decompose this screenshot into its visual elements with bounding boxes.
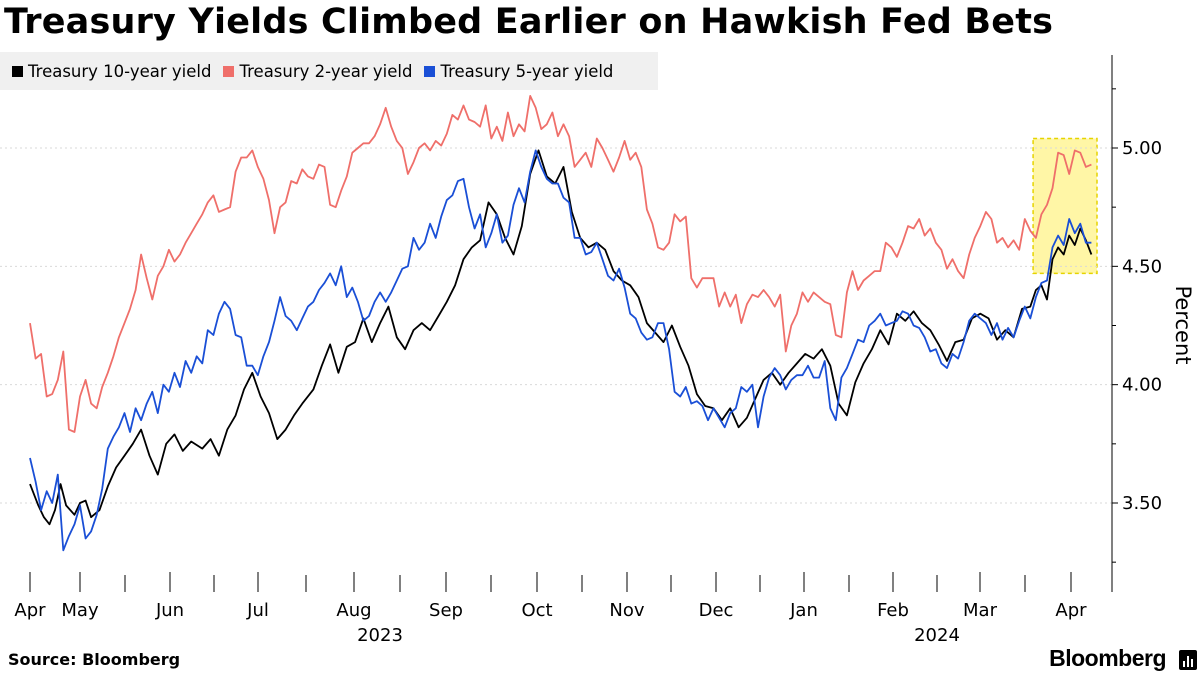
- x-tick-label: Dec: [699, 600, 734, 621]
- legend: Treasury 10-year yield Treasury 2-year y…: [0, 52, 658, 90]
- legend-item-5y: Treasury 5-year yield: [424, 62, 613, 81]
- legend-label-10y: Treasury 10-year yield: [28, 61, 212, 81]
- x-tick-label: Nov: [609, 600, 644, 621]
- series-layer: [29, 95, 1093, 552]
- legend-swatch-5y: [424, 65, 436, 77]
- x-tick-label: Jun: [155, 600, 184, 621]
- legend-item-2y: Treasury 2-year yield: [223, 62, 412, 81]
- axis-layer: 3.50 4.00 4.50 5.00 Percent Apr May Jun Jul Aug Se…: [14, 55, 1195, 646]
- legend-swatch-10y: [12, 65, 23, 77]
- legend-label-5y: Treasury 5-year yield: [440, 61, 614, 81]
- series-line-10y: [29, 149, 1093, 526]
- x-year-label: 2023: [357, 625, 403, 646]
- y-tick-label: 4.50: [1122, 256, 1162, 277]
- legend-item-10y: Treasury 10-year yield: [12, 62, 211, 81]
- x-tick-label: Jul: [246, 600, 269, 621]
- y-tick-label: 3.50: [1122, 493, 1162, 514]
- x-tick-label: Aug: [336, 600, 371, 621]
- chart-title: Treasury Yields Climbed Earlier on Hawki…: [4, 2, 1054, 42]
- grid-layer: [0, 147, 1112, 504]
- x-tick-label: Oct: [521, 600, 552, 621]
- x-tick-label: Mar: [963, 600, 998, 621]
- series-line-2y: [29, 95, 1092, 433]
- y-tick-label: 4.00: [1122, 375, 1162, 396]
- x-year-label: 2024: [914, 625, 960, 646]
- brand-wordmark: Bloomberg: [1049, 645, 1166, 671]
- x-tick-label: Apr: [1055, 600, 1087, 621]
- legend-label-2y: Treasury 2-year yield: [239, 61, 413, 81]
- y-tick-label: 5.00: [1122, 138, 1162, 159]
- bloomberg-logo-icon: [1179, 650, 1197, 670]
- x-tick-label: Jan: [789, 600, 818, 621]
- y-axis-title: Percent: [1171, 285, 1195, 364]
- x-tick-label: Apr: [14, 600, 46, 621]
- series-line-5y: [29, 149, 1092, 552]
- legend-swatch-2y: [223, 65, 235, 77]
- source-note: Source: Bloomberg: [8, 650, 181, 669]
- x-tick-label: May: [61, 600, 99, 621]
- x-tick-label: Feb: [877, 600, 909, 621]
- x-tick-label: Sep: [429, 600, 463, 621]
